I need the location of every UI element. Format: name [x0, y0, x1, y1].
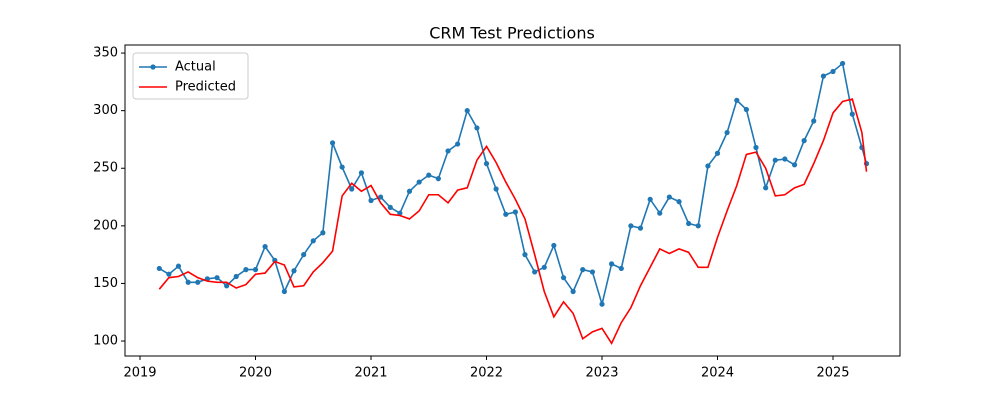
point: [695, 223, 701, 229]
point: [532, 269, 538, 275]
point: [464, 108, 470, 114]
point: [541, 264, 547, 270]
point: [580, 267, 586, 273]
point: [455, 141, 461, 147]
point: [763, 185, 769, 191]
point: [743, 106, 749, 113]
point: [637, 225, 644, 231]
point: [734, 97, 740, 103]
point: [435, 176, 441, 182]
point: [224, 283, 230, 289]
point: [416, 179, 422, 185]
point: [320, 230, 326, 236]
point: [301, 252, 307, 258]
point: [551, 242, 557, 249]
point: [512, 209, 518, 215]
point: [281, 288, 287, 295]
point: [397, 210, 403, 216]
point: [782, 156, 788, 162]
point: [262, 243, 268, 250]
point: [589, 269, 596, 275]
point: [493, 186, 499, 192]
point: [214, 275, 220, 281]
point: [310, 238, 316, 244]
point: [368, 197, 374, 204]
point: [772, 157, 778, 163]
point: [185, 279, 191, 285]
point: [483, 161, 490, 167]
point: [156, 265, 162, 272]
point: [628, 223, 634, 229]
point: [705, 163, 711, 169]
point: [753, 144, 759, 151]
y-tick-label: 150: [93, 276, 118, 291]
point: [291, 268, 297, 274]
legend-label: Actual: [175, 60, 216, 75]
legend-label: Predicted: [175, 80, 236, 95]
point: [618, 265, 624, 272]
point: [252, 267, 259, 273]
point: [329, 140, 336, 146]
y-tick-label: 300: [93, 103, 118, 118]
y-tick-label: 350: [93, 46, 118, 61]
x-tick-label: 2020: [239, 366, 272, 381]
point: [666, 194, 672, 200]
point: [503, 211, 509, 217]
point: [166, 271, 172, 277]
x-tick-label: 2025: [816, 366, 849, 381]
point: [714, 150, 721, 156]
point: [233, 273, 239, 280]
point: [426, 172, 432, 178]
point: [839, 60, 846, 67]
y-tick-label: 250: [93, 161, 118, 176]
chart-title: CRM Test Predictions: [429, 24, 595, 43]
point: [358, 170, 365, 176]
point: [801, 138, 807, 144]
point: [474, 125, 480, 131]
series-line: [158, 98, 868, 345]
point: [608, 261, 615, 267]
point: [560, 275, 567, 281]
x-tick-label: 2023: [585, 366, 618, 381]
point: [349, 186, 355, 192]
point: [445, 148, 451, 154]
point: [724, 129, 730, 136]
point: [522, 252, 528, 258]
y-tick-label: 100: [93, 334, 118, 349]
point: [387, 204, 393, 211]
point: [849, 111, 855, 117]
point: [406, 188, 413, 194]
point: [570, 288, 576, 295]
point: [820, 73, 827, 79]
y-tick-label: 200: [93, 218, 118, 233]
point: [339, 164, 345, 170]
point: [686, 220, 692, 227]
point: [811, 118, 817, 124]
point: [647, 196, 653, 202]
point: [377, 194, 384, 200]
legend-marker: [150, 64, 156, 70]
point: [195, 279, 201, 285]
x-tick-label: 2024: [701, 366, 734, 381]
point: [243, 267, 249, 273]
point: [830, 68, 836, 75]
x-tick-label: 2019: [123, 366, 156, 381]
point: [599, 301, 605, 307]
x-tick-label: 2022: [470, 366, 503, 381]
point: [657, 210, 663, 216]
point: [175, 263, 182, 269]
x-tick-label: 2021: [354, 366, 387, 381]
point: [676, 199, 682, 205]
plot-frame: [124, 44, 901, 357]
point: [791, 162, 798, 168]
